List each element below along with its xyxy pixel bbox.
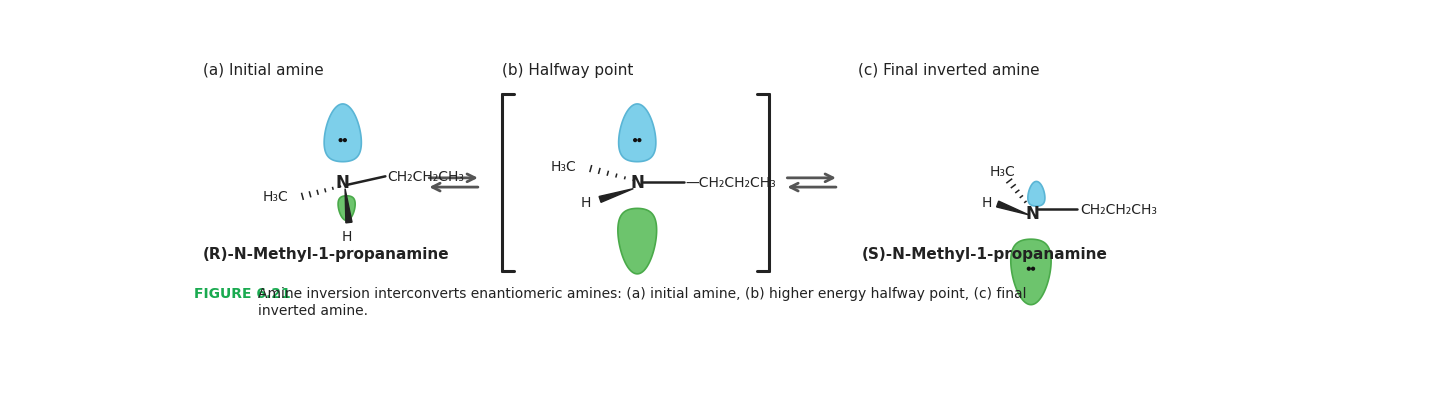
Text: CH₂CH₂CH₃: CH₂CH₂CH₃: [1080, 203, 1158, 217]
Circle shape: [344, 139, 346, 142]
Circle shape: [1027, 268, 1030, 271]
Polygon shape: [324, 104, 361, 162]
Circle shape: [638, 139, 641, 142]
Circle shape: [634, 139, 636, 142]
Text: N: N: [631, 174, 644, 192]
Polygon shape: [619, 104, 655, 162]
Text: N: N: [336, 174, 350, 192]
Text: H: H: [341, 229, 351, 243]
Text: H: H: [982, 195, 992, 209]
Text: (R)-N-Methyl-1-propanamine: (R)-N-Methyl-1-propanamine: [203, 247, 449, 262]
Polygon shape: [346, 189, 351, 223]
Text: CH₂CH₂CH₃: CH₂CH₂CH₃: [387, 170, 464, 184]
Text: (b) Halfway point: (b) Halfway point: [501, 62, 634, 77]
Polygon shape: [1011, 240, 1051, 305]
Polygon shape: [599, 189, 634, 203]
Text: H₃C: H₃C: [262, 190, 288, 204]
Text: (a) Initial amine: (a) Initial amine: [203, 62, 324, 77]
Text: H₃C: H₃C: [552, 159, 577, 173]
Polygon shape: [1028, 182, 1045, 207]
Text: H: H: [580, 195, 590, 209]
Text: (c) Final inverted amine: (c) Final inverted amine: [858, 62, 1040, 77]
Polygon shape: [618, 209, 657, 274]
Text: Amine inversion interconverts enantiomeric amines: (a) initial amine, (b) higher: Amine inversion interconverts enantiomer…: [258, 287, 1025, 317]
Text: N: N: [1025, 205, 1040, 223]
Text: —CH₂CH₂CH₃: —CH₂CH₂CH₃: [685, 176, 776, 190]
Text: FIGURE 6.21: FIGURE 6.21: [194, 287, 291, 301]
Polygon shape: [338, 196, 356, 221]
Text: (S)-N-Methyl-1-propanamine: (S)-N-Methyl-1-propanamine: [863, 247, 1107, 262]
Circle shape: [1031, 268, 1034, 271]
Polygon shape: [996, 202, 1028, 215]
Text: H₃C: H₃C: [989, 164, 1015, 179]
Circle shape: [340, 139, 343, 142]
